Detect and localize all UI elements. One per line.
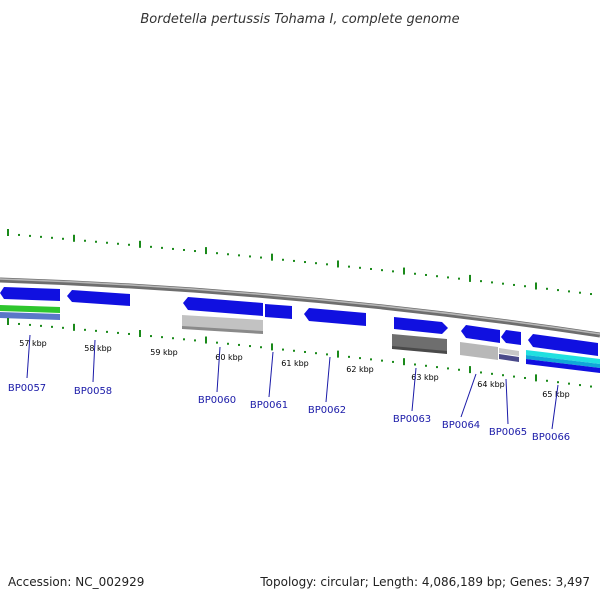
kbp-label: 60 kbp	[215, 353, 243, 362]
kbp-label: 57 kbp	[19, 339, 47, 348]
gene-block-bp0058[interactable]	[67, 290, 130, 306]
kbp-scale: 57 kbp 58 kbp 59 kbp 60 kbp 61 kbp 62 kb…	[19, 339, 570, 399]
gene-arrow-bp0065	[501, 330, 521, 345]
feature-bar-cyan-dark	[526, 355, 600, 368]
gene-labels: BP0057 BP0058 BP0060 BP0061 BP0062 BP006…	[8, 383, 570, 443]
feature-bar-steelblue	[0, 312, 60, 320]
map-title: Bordetella pertussis Tohama I, complete …	[140, 12, 459, 27]
leader-line-bp0064	[460, 373, 477, 418]
genome-backbone	[0, 277, 600, 338]
lower-tick-row	[7, 318, 592, 388]
gene-block-bp0066[interactable]	[526, 334, 600, 373]
feature-track	[0, 287, 600, 373]
upper-tick-row	[7, 229, 592, 296]
feature-bar-silver	[499, 348, 519, 356]
gene-block-bp0057[interactable]	[0, 287, 60, 320]
gene-block-bp0061[interactable]	[265, 304, 292, 319]
gene-label-bp0057[interactable]: BP0057	[8, 383, 46, 394]
kbp-label: 65 kbp	[542, 390, 570, 399]
gene-label-bp0061[interactable]: BP0061	[250, 400, 288, 411]
feature-bar-lightgrey	[460, 342, 498, 360]
gene-block-bp0064[interactable]	[460, 325, 500, 360]
leader-line-bp0061	[268, 351, 274, 398]
accession-text: Accession: NC_002929	[8, 575, 144, 589]
gene-label-bp0060[interactable]: BP0060	[198, 395, 236, 406]
kbp-label: 58 kbp	[84, 344, 112, 353]
leader-line-bp0066	[551, 384, 559, 430]
gene-arrow-bp0066	[528, 334, 598, 356]
gene-label-bp0064[interactable]: BP0064	[442, 420, 480, 431]
gene-block-bp0060[interactable]	[182, 297, 263, 334]
leader-line-bp0063	[411, 367, 417, 412]
gene-label-bp0058[interactable]: BP0058	[74, 386, 112, 397]
leader-line-bp0057	[26, 334, 31, 379]
genome-backbone-highlight	[0, 278, 600, 335]
gene-arrow-bp0057	[0, 287, 60, 301]
leader-line-bp0065	[505, 378, 509, 425]
gene-arrow-bp0062	[304, 308, 366, 326]
kbp-label: 63 kbp	[411, 373, 439, 382]
gene-arrow-bp0064	[461, 325, 500, 343]
kbp-label: 62 kbp	[346, 365, 374, 374]
kbp-label: 59 kbp	[150, 348, 178, 357]
feature-bar-cyan	[526, 350, 600, 364]
kbp-label: 64 kbp	[477, 380, 505, 389]
feature-bar-slate	[499, 354, 519, 362]
gene-leader-lines	[26, 334, 559, 430]
kbp-label: 61 kbp	[281, 359, 309, 368]
gene-label-bp0065[interactable]: BP0065	[489, 427, 527, 438]
leader-line-bp0062	[325, 356, 331, 403]
gene-arrow-bp0063	[394, 317, 448, 334]
leader-line-bp0060	[216, 346, 221, 393]
leader-line-bp0058	[92, 339, 96, 383]
feature-bar-blue	[526, 359, 600, 373]
gene-label-bp0066[interactable]: BP0066	[532, 432, 570, 443]
feature-bar-darkgrey-shadow	[392, 346, 447, 354]
gene-label-bp0063[interactable]: BP0063	[393, 414, 431, 425]
feature-bar-grey-shadow	[182, 326, 263, 334]
gene-arrow-bp0058	[67, 290, 130, 306]
gene-arrow-bp0060	[183, 297, 263, 316]
gene-label-bp0062[interactable]: BP0062	[308, 405, 346, 416]
gene-block-bp0065[interactable]	[499, 330, 521, 362]
feature-bar-green	[0, 305, 60, 313]
gene-block-bp0062[interactable]	[304, 308, 366, 326]
gene-arrow-bp0061	[265, 304, 292, 319]
gene-block-bp0063[interactable]	[392, 317, 448, 354]
genome-summary-text: Topology: circular; Length: 4,086,189 bp…	[259, 575, 590, 589]
